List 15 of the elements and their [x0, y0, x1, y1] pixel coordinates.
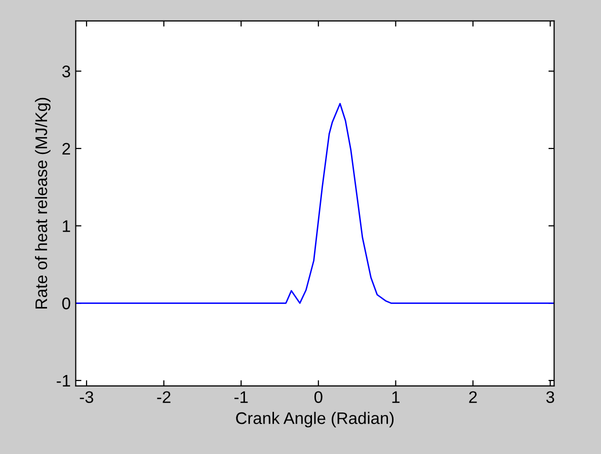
y-tick-label: 3 [62, 66, 70, 78]
x-tick-label: -1 [234, 391, 248, 403]
line-series [76, 102, 554, 304]
x-tick-label: 2 [469, 391, 477, 403]
x-tick-label: -3 [80, 391, 94, 404]
x-tick-label: 3 [546, 391, 554, 404]
y-axis-title: Rate of heat release (MJ/Kg) [34, 98, 50, 309]
x-tick-label: -2 [157, 391, 170, 403]
x-axis-title: Crank Angle (Radian) [236, 412, 394, 428]
y-tick-label: -1 [56, 375, 70, 387]
y-tick-label: 2 [62, 142, 70, 155]
y-tick-label: 0 [62, 298, 70, 310]
x-tick-label: 0 [314, 391, 322, 404]
x-tick-label: 1 [392, 391, 400, 403]
y-tick-label: 1 [62, 220, 70, 232]
